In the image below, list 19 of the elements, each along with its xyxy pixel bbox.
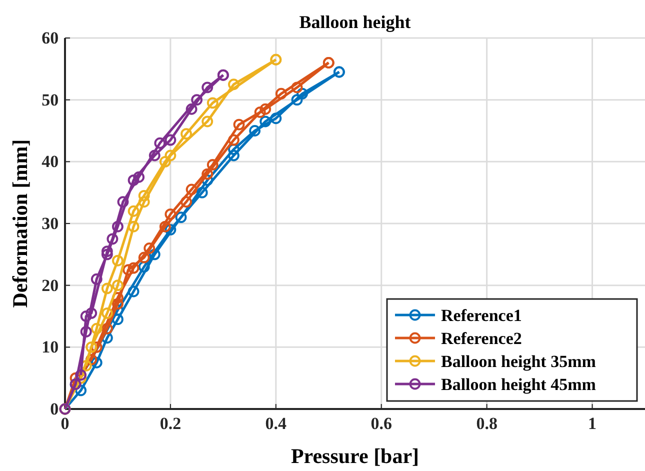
chart-title: Balloon height [299, 12, 411, 32]
y-tick-label: 10 [42, 338, 59, 357]
x-tick-label: 0.4 [265, 414, 288, 433]
x-tick-label: 0.8 [476, 414, 498, 433]
legend-label: Balloon height 35mm [441, 352, 596, 371]
y-tick-label: 60 [42, 28, 59, 48]
y-tick-label: 40 [42, 152, 59, 172]
y-tick-label: 0 [50, 399, 59, 418]
legend-label: Balloon height 45mm [441, 375, 596, 394]
legend-label: Reference2 [441, 329, 522, 348]
x-tick-label: 0.6 [370, 414, 392, 433]
legend-label: Reference1 [441, 306, 522, 325]
x-tick-label: 0.2 [160, 414, 182, 433]
y-tick-label: 20 [42, 276, 59, 295]
x-tick-label: 1 [588, 414, 597, 433]
y-axis-title: Deformation [mm] [8, 139, 32, 308]
x-axis-title: Pressure [bar] [290, 444, 420, 468]
y-tick-label: 50 [42, 90, 59, 110]
y-tick-label: 30 [42, 214, 59, 233]
